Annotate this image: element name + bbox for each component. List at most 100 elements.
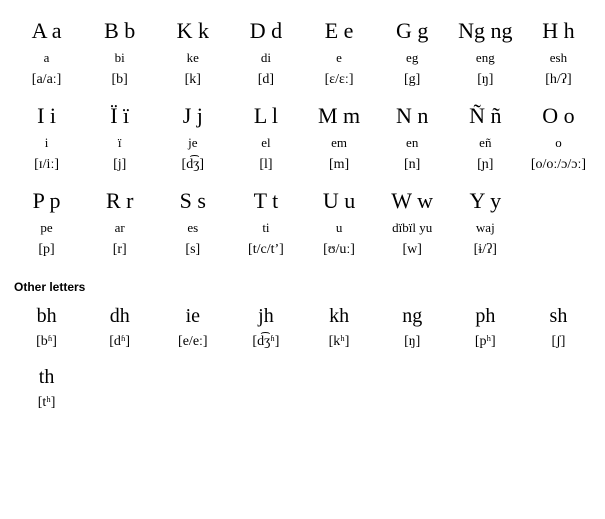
letter-ipa: [b] xyxy=(83,72,156,89)
letter-pair: H h xyxy=(522,18,595,44)
letter-name: pe xyxy=(10,220,83,236)
other-letter-cell: bh [bʱ] xyxy=(10,304,83,365)
alphabet-cell: H h esh [h/ʔ] xyxy=(522,18,595,103)
alphabet-cell: S s es [s] xyxy=(156,188,229,273)
alphabet-cell: R rar[r] xyxy=(83,188,156,273)
alphabet-cell: B bbi[b] xyxy=(83,18,156,103)
alphabet-cell: W w dïbïl yu [w] xyxy=(376,188,449,273)
letter-ipa: [k] xyxy=(156,72,229,89)
letter-pair: R r xyxy=(83,188,156,214)
letter-pair: U u xyxy=(303,188,376,214)
letter-ipa: [ŋ] xyxy=(449,72,522,89)
letter-pair: G g xyxy=(376,18,449,44)
alphabet-cell: Ï ï ï [j] xyxy=(83,103,156,188)
letter-ipa: [n] xyxy=(376,157,449,174)
alphabet-cell: L lel[l] xyxy=(229,103,302,188)
other-letter-cell: ph[pʰ] xyxy=(449,304,522,365)
letter-name: u xyxy=(303,220,376,236)
letter-pair: E e xyxy=(303,18,376,44)
letter-name: bi xyxy=(83,50,156,66)
letter-name: eg xyxy=(376,50,449,66)
other-letter-ipa: [tʰ] xyxy=(10,395,83,412)
letter-pair: D d xyxy=(229,18,302,44)
letter-pair: I i xyxy=(10,103,83,129)
other-letters-heading: Other letters xyxy=(14,280,595,294)
letter-ipa: [d͡ʒ] xyxy=(156,157,229,174)
letter-pair: J j xyxy=(156,103,229,129)
letter-name: esh xyxy=(522,50,595,66)
letter-pair: M m xyxy=(303,103,376,129)
letter-ipa: [t/c/tʼ] xyxy=(229,242,302,259)
letter-pair: T t xyxy=(229,188,302,214)
alphabet-cell: D d di [d] xyxy=(229,18,302,103)
letter-ipa: [p] xyxy=(10,242,83,259)
other-letter: bh xyxy=(10,304,83,328)
other-letter: jh xyxy=(229,304,302,328)
alphabet-cell: A aa[a/aː] xyxy=(10,18,83,103)
letter-ipa: [ʊ/uː] xyxy=(303,242,376,259)
letter-pair: K k xyxy=(156,18,229,44)
alphabet-cell: O oo[o/oː/ɔ/ɔː] xyxy=(522,103,595,188)
letter-name: dïbïl yu xyxy=(376,220,449,236)
other-letter-cell: ng[ŋ] xyxy=(376,304,449,365)
letter-name: eñ xyxy=(449,135,522,151)
letter-name: waj xyxy=(449,220,522,236)
other-letter: ph xyxy=(449,304,522,328)
letter-name: ï xyxy=(83,135,156,151)
alphabet-cell: Ñ ñeñ[ɲ] xyxy=(449,103,522,188)
letter-name: je xyxy=(156,135,229,151)
letter-ipa: [m] xyxy=(303,157,376,174)
other-letter-ipa: [kʰ] xyxy=(303,334,376,351)
letter-pair: L l xyxy=(229,103,302,129)
alphabet-cell: M m em [m] xyxy=(303,103,376,188)
other-letter: sh xyxy=(522,304,595,328)
other-letter: kh xyxy=(303,304,376,328)
letter-ipa: [l] xyxy=(229,157,302,174)
letter-ipa: [w] xyxy=(376,242,449,259)
letter-name: es xyxy=(156,220,229,236)
letter-pair: S s xyxy=(156,188,229,214)
other-letter-cell: th[tʰ] xyxy=(10,365,83,426)
letter-ipa: [o/oː/ɔ/ɔː] xyxy=(522,157,595,174)
letter-pair: Ng ng xyxy=(449,18,522,44)
alphabet-cell: U u u [ʊ/uː] xyxy=(303,188,376,273)
letter-ipa: [r] xyxy=(83,242,156,259)
alphabet-cell: J j je [d͡ʒ] xyxy=(156,103,229,188)
other-letter-ipa: [e/eː] xyxy=(156,334,229,351)
alphabet-cell: I ii[ɪ/iː] xyxy=(10,103,83,188)
letter-ipa: [h/ʔ] xyxy=(522,72,595,89)
alphabet-cell: P ppe[p] xyxy=(10,188,83,273)
other-letter-ipa: [ʃ] xyxy=(522,334,595,351)
other-letter-ipa: [bʱ] xyxy=(10,334,83,351)
letter-name: en xyxy=(376,135,449,151)
other-letter: ie xyxy=(156,304,229,328)
letter-pair: Ï ï xyxy=(83,103,156,129)
letter-ipa: [s] xyxy=(156,242,229,259)
letter-ipa: [d] xyxy=(229,72,302,89)
other-letter-cell: jh [d͡ʒʱ] xyxy=(229,304,302,365)
other-letter-cell: sh [ʃ] xyxy=(522,304,595,365)
letter-pair: Ñ ñ xyxy=(449,103,522,129)
other-letter-cell: dh [dʱ] xyxy=(83,304,156,365)
alphabet-cell: Y ywaj[ɨ/ʔ] xyxy=(449,188,522,273)
letter-pair: Y y xyxy=(449,188,522,214)
other-letter-ipa: [ŋ] xyxy=(376,334,449,351)
letter-name: em xyxy=(303,135,376,151)
letter-name: eng xyxy=(449,50,522,66)
letter-name: o xyxy=(522,135,595,151)
letter-name: ke xyxy=(156,50,229,66)
letter-name: di xyxy=(229,50,302,66)
letter-ipa: [a/aː] xyxy=(10,72,83,89)
letter-ipa: [ɪ/iː] xyxy=(10,157,83,174)
alphabet-cell: K k ke [k] xyxy=(156,18,229,103)
letter-name: a xyxy=(10,50,83,66)
other-letter-ipa: [d͡ʒʱ] xyxy=(229,334,302,351)
other-letter-cell: kh [kʰ] xyxy=(303,304,376,365)
letter-pair: N n xyxy=(376,103,449,129)
other-letter-ipa: [dʱ] xyxy=(83,334,156,351)
other-letter: dh xyxy=(83,304,156,328)
letter-ipa: [j] xyxy=(83,157,156,174)
letter-pair: W w xyxy=(376,188,449,214)
alphabet-cell: G g eg [g] xyxy=(376,18,449,103)
letter-ipa: [g] xyxy=(376,72,449,89)
